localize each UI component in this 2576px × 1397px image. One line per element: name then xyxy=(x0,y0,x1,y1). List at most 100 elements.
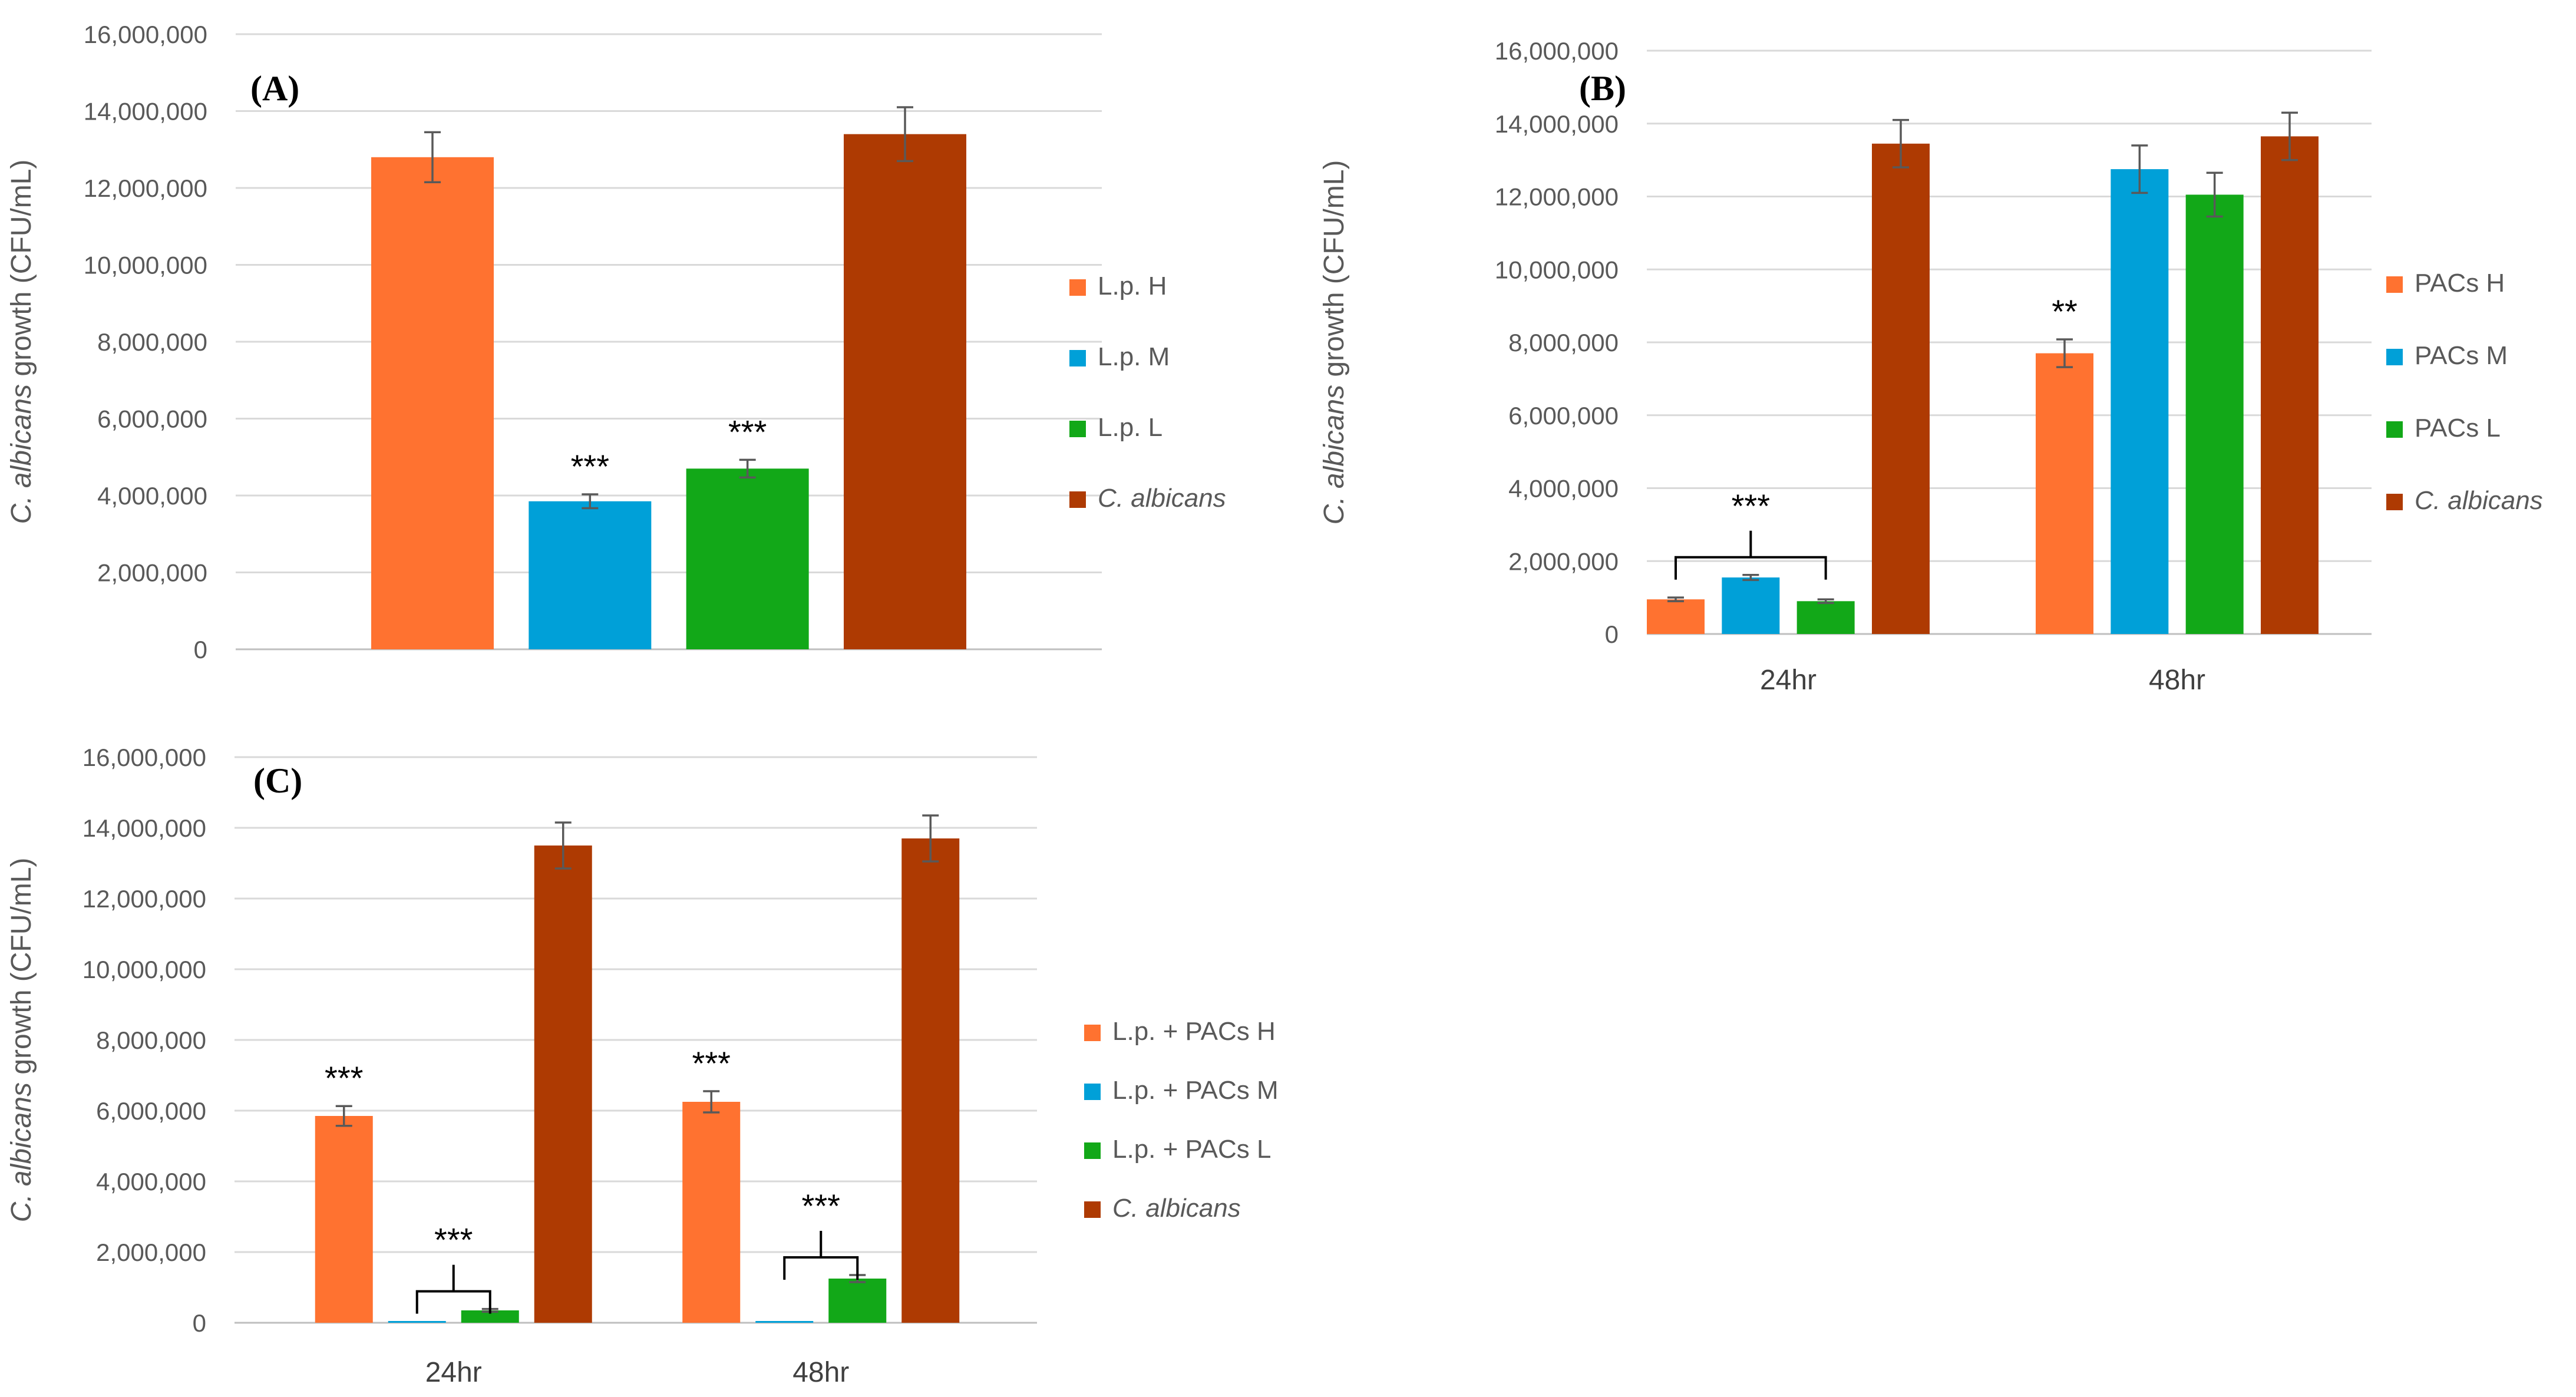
bar xyxy=(315,1116,373,1323)
bar xyxy=(1872,143,1930,634)
bar xyxy=(461,1310,519,1323)
legend-label: L.p. + PACs L xyxy=(1112,1135,1271,1164)
significance-label: *** xyxy=(728,413,767,450)
y-tick-label: 6,000,000 xyxy=(1508,402,1619,430)
y-tick-label: 10,000,000 xyxy=(1495,256,1619,283)
significance-label: ** xyxy=(2052,293,2078,330)
y-tick-label: 8,000,000 xyxy=(1508,329,1619,356)
panel-label: (B) xyxy=(1579,69,1626,108)
chart-a: 0 2,000,000 4,000,000 6,000,000 8,000,000 10,… xyxy=(6,21,1226,663)
bar xyxy=(2036,353,2093,634)
y-tick-label: 12,000,000 xyxy=(84,174,207,202)
legend-label: C. albicans xyxy=(1098,484,1226,513)
bar xyxy=(534,846,592,1323)
significance-bracket xyxy=(415,1290,491,1314)
y-tick-label: 2,000,000 xyxy=(97,559,207,587)
legend-label: L.p. + PACs H xyxy=(1112,1017,1276,1046)
y-tick-label: 16,000,000 xyxy=(1495,37,1619,65)
legend-label: PACs M xyxy=(2415,341,2508,370)
significance-bracket xyxy=(1675,556,1827,580)
y-tick-label: 4,000,000 xyxy=(96,1168,206,1195)
bar xyxy=(755,1321,814,1323)
legend-swatch xyxy=(1084,1025,1101,1041)
y-tick-label: 12,000,000 xyxy=(1495,183,1619,211)
bar xyxy=(828,1279,887,1323)
y-axis-label-part: C. albicans xyxy=(6,1082,37,1222)
legend-swatch xyxy=(1069,421,1086,437)
bar xyxy=(371,157,494,649)
bar xyxy=(2111,169,2169,634)
y-axis-label: C. albicans growth (CFU/mL) xyxy=(6,160,37,524)
y-tick-label: 4,000,000 xyxy=(1508,475,1619,503)
legend-swatch xyxy=(1069,279,1086,296)
legend-swatch xyxy=(2386,276,2403,293)
y-axis-label: C. albicans growth (CFU/mL) xyxy=(1319,160,1350,525)
significance-label: *** xyxy=(325,1059,363,1097)
y-axis-label-part: C. albicans xyxy=(6,384,37,524)
y-tick-label: 16,000,000 xyxy=(84,21,207,48)
y-tick-label: 0 xyxy=(193,1309,206,1337)
bar xyxy=(1722,577,1780,634)
category-label: 48hr xyxy=(792,1357,849,1388)
legend-label: L.p. H xyxy=(1098,272,1167,300)
panel-label: (C) xyxy=(253,761,302,800)
legend-swatch xyxy=(1084,1084,1101,1100)
y-tick-label: 10,000,000 xyxy=(84,252,207,279)
legend-label: L.p. M xyxy=(1098,342,1170,371)
bar xyxy=(529,501,652,649)
significance-label: *** xyxy=(571,448,609,485)
y-tick-label: 8,000,000 xyxy=(96,1026,206,1054)
y-tick-label: 10,000,000 xyxy=(82,956,206,983)
category-label: 24hr xyxy=(1760,665,1817,696)
bar xyxy=(1647,599,1705,634)
chart-b: 0 2,000,000 4,000,000 6,000,000 8,000,000 10,… xyxy=(1319,37,2543,696)
bar xyxy=(1796,601,1855,634)
significance-label: *** xyxy=(802,1187,840,1224)
y-axis-label: C. albicans growth (CFU/mL) xyxy=(6,858,37,1223)
legend-swatch xyxy=(2386,494,2403,510)
legend-label: C. albicans xyxy=(2415,486,2543,515)
y-axis-label-part: C. albicans xyxy=(1319,385,1350,524)
significance-label: *** xyxy=(1732,487,1770,524)
significance-label: *** xyxy=(692,1045,731,1082)
bar xyxy=(901,838,960,1323)
y-tick-label: 2,000,000 xyxy=(96,1239,206,1266)
bar xyxy=(682,1102,741,1323)
y-axis-label-part: growth (CFU/mL) xyxy=(6,160,37,384)
bar xyxy=(388,1321,446,1323)
y-tick-label: 12,000,000 xyxy=(82,885,206,913)
y-tick-label: 4,000,000 xyxy=(97,482,207,510)
y-tick-label: 6,000,000 xyxy=(97,405,207,433)
bar xyxy=(844,134,966,649)
legend-swatch xyxy=(1069,350,1086,366)
y-tick-label: 6,000,000 xyxy=(96,1097,206,1125)
y-tick-label: 0 xyxy=(1605,620,1619,648)
bar xyxy=(2261,136,2319,634)
legend-label: PACs H xyxy=(2415,269,2505,298)
panel-label: (A) xyxy=(250,69,299,108)
category-label: 48hr xyxy=(2149,665,2205,696)
legend-swatch xyxy=(1069,491,1086,508)
legend-label: L.p. + PACs M xyxy=(1112,1076,1279,1105)
y-axis-label-part: growth (CFU/mL) xyxy=(1319,160,1350,385)
bar xyxy=(686,468,809,649)
y-tick-label: 14,000,000 xyxy=(82,814,206,842)
legend-swatch xyxy=(1084,1142,1101,1159)
significance-label: *** xyxy=(434,1221,473,1259)
y-tick-label: 16,000,000 xyxy=(82,744,206,771)
legend-swatch xyxy=(2386,421,2403,438)
category-label: 24hr xyxy=(425,1357,482,1388)
legend-label: C. albicans xyxy=(1112,1194,1241,1223)
y-tick-label: 8,000,000 xyxy=(97,328,207,356)
y-tick-label: 0 xyxy=(194,636,207,663)
y-tick-label: 14,000,000 xyxy=(1495,110,1619,138)
legend-swatch xyxy=(1084,1201,1101,1218)
significance-bracket xyxy=(783,1256,859,1280)
y-tick-label: 2,000,000 xyxy=(1508,547,1619,575)
chart-c: 0 2,000,000 4,000,000 6,000,000 8,000,000 10,… xyxy=(6,744,1279,1388)
legend-label: L.p. L xyxy=(1098,413,1162,442)
legend-swatch xyxy=(2386,349,2403,365)
legend-label: PACs L xyxy=(2415,414,2501,442)
bar xyxy=(2185,194,2244,634)
